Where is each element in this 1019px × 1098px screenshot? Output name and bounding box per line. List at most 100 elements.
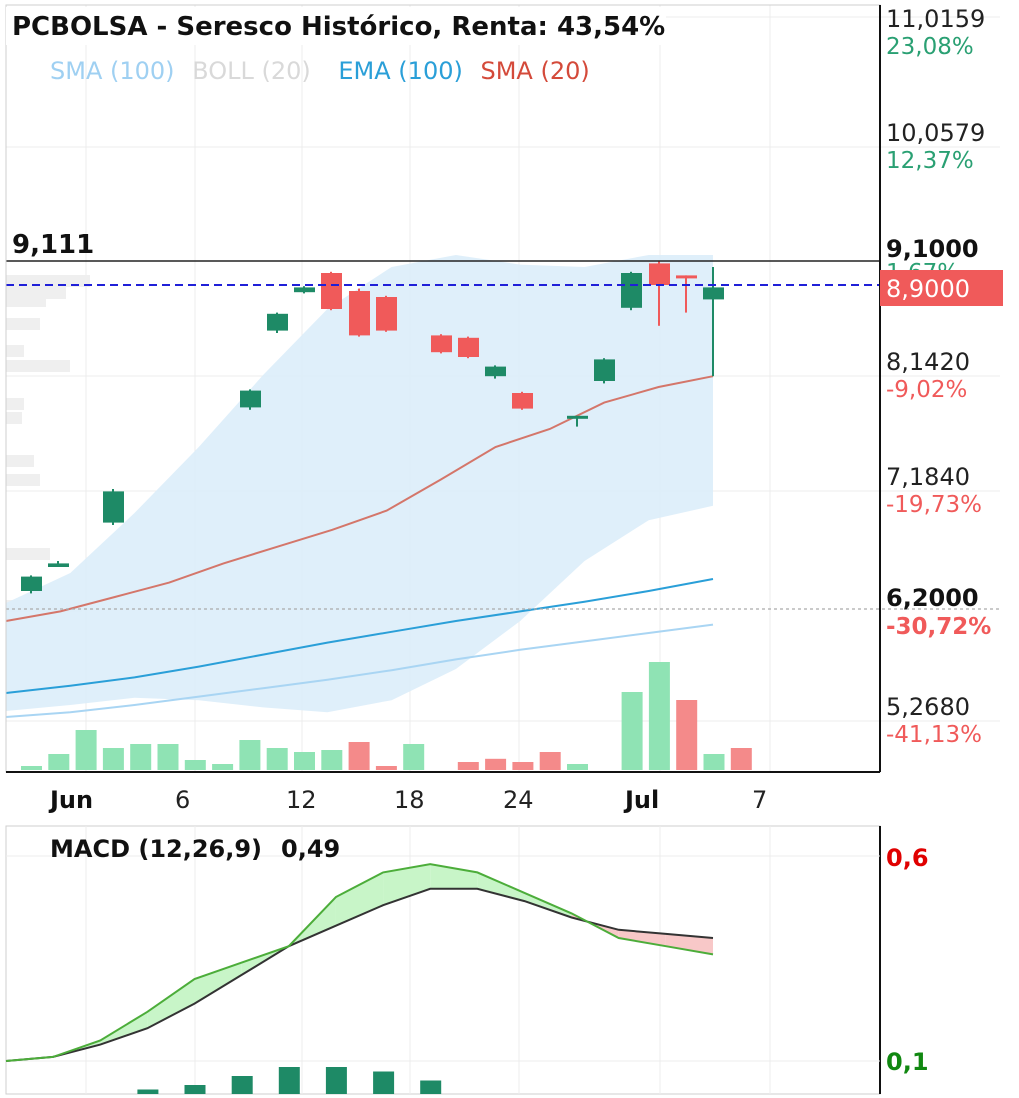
volume-bar-3 bbox=[102, 748, 124, 770]
title-background bbox=[6, 7, 666, 45]
axis-level-1-value: 11,0159 bbox=[886, 5, 985, 33]
support-pct: -30,72% bbox=[886, 614, 991, 640]
candle-body-8 bbox=[376, 297, 397, 331]
volume-bar-14 bbox=[403, 744, 425, 770]
macd-fill-13 bbox=[618, 929, 666, 947]
depth-bar-8 bbox=[6, 455, 34, 467]
volume-bar-11 bbox=[321, 750, 343, 770]
depth-bar-2 bbox=[6, 295, 46, 307]
legend-ema100[interactable]: EMA (100) bbox=[338, 57, 462, 85]
candle-body-2 bbox=[103, 491, 124, 523]
volume-bar-8 bbox=[239, 740, 261, 770]
volume-bar-0 bbox=[21, 766, 42, 770]
volume-bar-23 bbox=[648, 662, 670, 770]
volume-bar-24 bbox=[676, 700, 698, 770]
macd-line bbox=[5, 863, 714, 1062]
candle-body-10 bbox=[458, 337, 479, 357]
volume-bars bbox=[21, 662, 752, 770]
high-marker-label: 9,111 bbox=[12, 230, 94, 260]
candle-body-16 bbox=[649, 263, 670, 285]
macd-fill-3 bbox=[147, 979, 195, 1029]
macd-fill-7 bbox=[335, 872, 384, 926]
depth-bar-0 bbox=[6, 275, 90, 287]
macd-label: MACD (12,26,9) bbox=[50, 835, 262, 863]
volume-bar-1 bbox=[48, 754, 70, 770]
volume-bar-17 bbox=[485, 758, 507, 770]
macd-fill-10 bbox=[477, 872, 525, 902]
volume-bar-12 bbox=[348, 742, 370, 770]
volume-bar-4 bbox=[130, 744, 152, 770]
volume-bar-10 bbox=[294, 752, 315, 770]
sma100-line bbox=[5, 623, 714, 718]
macd-grid bbox=[6, 826, 880, 1094]
candle-body-15 bbox=[621, 273, 642, 308]
volume-bar-16 bbox=[457, 762, 479, 770]
svg-text:SMA (100) BOLL (20) EM[interactable]: SMA (100) BOLL (20) EMA (100) SMA (20) bbox=[50, 57, 590, 85]
date-label-jun: Jun bbox=[48, 786, 93, 814]
current-price-tag bbox=[880, 270, 1003, 306]
candle-body-0 bbox=[21, 576, 42, 591]
axis-level-4-value: 7,1840 bbox=[886, 463, 970, 491]
depth-bar-9 bbox=[6, 474, 40, 486]
candle-body-6 bbox=[321, 273, 342, 309]
legend-sma100[interactable]: SMA (100) bbox=[50, 57, 175, 85]
macd-histogram bbox=[137, 1067, 442, 1094]
bollinger-band bbox=[6, 255, 713, 713]
chart-axes bbox=[5, 4, 881, 1095]
macd-axis-bottom: 0,1 bbox=[886, 1048, 929, 1076]
date-label-18: 18 bbox=[394, 786, 425, 814]
candle-body-18 bbox=[703, 287, 724, 300]
date-label-7: 7 bbox=[752, 786, 767, 814]
candle-body-1 bbox=[48, 563, 69, 567]
axis-level-4-pct: -19,73% bbox=[886, 492, 982, 518]
depth-bar-3 bbox=[6, 318, 40, 330]
macd-hist-bar-5 bbox=[231, 1076, 253, 1094]
axis-level-2-pct: 12,37% bbox=[886, 148, 974, 174]
candle-body-4 bbox=[267, 313, 288, 331]
axis-level-1-pct: 23,08% bbox=[886, 34, 974, 60]
macd-hist-bar-6 bbox=[278, 1067, 300, 1094]
candle-body-11 bbox=[485, 366, 506, 377]
candle-body-13 bbox=[567, 415, 588, 419]
date-label-6: 6 bbox=[175, 786, 190, 814]
macd-fill-8 bbox=[383, 864, 431, 906]
volume-bar-5 bbox=[157, 744, 179, 770]
support-value: 6,2000 bbox=[886, 584, 979, 612]
axis-level-3-pct: -9,02% bbox=[886, 377, 967, 403]
candle-body-7 bbox=[349, 291, 370, 336]
volume-bar-22 bbox=[621, 692, 643, 770]
legend-sma20[interactable]: SMA (20) bbox=[480, 57, 589, 85]
volume-bar-25 bbox=[703, 754, 725, 770]
macd-hist-bar-4 bbox=[184, 1085, 206, 1094]
axis-level-3-value: 8,1420 bbox=[886, 348, 970, 376]
price-overlays bbox=[6, 260, 1000, 610]
legend-boll20[interactable]: BOLL (20) bbox=[192, 57, 311, 85]
macd-axis-top: 0,6 bbox=[886, 844, 929, 872]
signal-line bbox=[5, 887, 714, 1062]
macd-hist-bar-8 bbox=[373, 1071, 395, 1094]
macd-fill-4 bbox=[194, 962, 242, 1004]
macd-value: 0,49 bbox=[281, 835, 340, 863]
sma20-line bbox=[5, 375, 714, 622]
candle-body-12 bbox=[512, 393, 533, 409]
axis-level-2-value: 10,0579 bbox=[886, 119, 985, 147]
depth-bar-6 bbox=[6, 398, 24, 410]
depth-bar-4 bbox=[6, 345, 24, 357]
current-price-value: 8,9000 bbox=[886, 275, 970, 303]
candle-body-14 bbox=[594, 359, 615, 381]
ema100-line bbox=[5, 578, 714, 694]
volume-bar-13 bbox=[375, 766, 397, 770]
macd-hist-bar-7 bbox=[325, 1067, 347, 1094]
volume-bar-6 bbox=[184, 760, 206, 770]
resistance-value: 9,1000 bbox=[886, 235, 979, 263]
volume-bar-2 bbox=[75, 730, 97, 770]
date-label-24: 24 bbox=[503, 786, 534, 814]
depth-bar-5 bbox=[6, 360, 70, 372]
depth-bar-10 bbox=[6, 548, 50, 560]
macd-hist-bar-3 bbox=[137, 1089, 159, 1094]
volume-bar-7 bbox=[212, 764, 234, 770]
candle-body-3 bbox=[240, 390, 261, 408]
macd-fill-14 bbox=[665, 933, 713, 955]
bollinger-fill bbox=[6, 255, 713, 713]
